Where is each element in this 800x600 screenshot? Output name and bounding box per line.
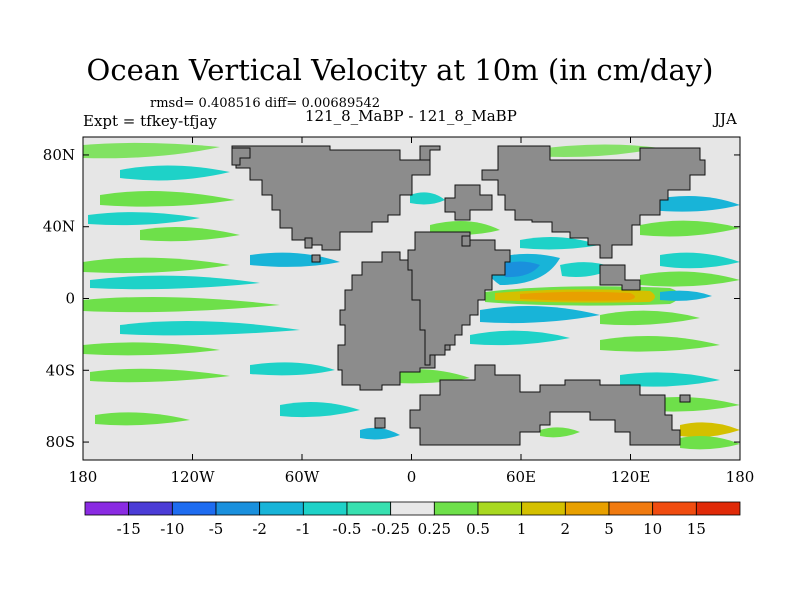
x-tick-label: 120E (611, 468, 651, 486)
colorbar-label: -15 (117, 520, 141, 538)
colorbar-label: 5 (604, 520, 614, 538)
colorbar-label: -5 (209, 520, 224, 538)
y-axis: 80N 40N 0 40S 80S (43, 146, 740, 451)
colorbar-swatch (477, 501, 523, 516)
colorbar-swatch (215, 501, 261, 516)
land-australia (409, 364, 681, 446)
difference-label: 121_8_MaBP - 121_8_MaBP (305, 107, 517, 125)
colorbar-swatch (390, 501, 435, 516)
colorbar-label: 10 (643, 520, 662, 538)
x-tick-label: 60E (506, 468, 536, 486)
colorbar-label: 15 (687, 520, 706, 538)
land-eurasia (481, 145, 706, 259)
colorbar-swatch (84, 501, 130, 516)
colorbar-swatch (259, 501, 304, 516)
colorbar-swatch (608, 501, 654, 516)
colorbar-swatch (695, 501, 741, 516)
y-tick-label: 80S (46, 433, 75, 451)
land-greenland (419, 145, 441, 161)
x-tick-label: 60W (285, 468, 320, 486)
land-africa (407, 231, 511, 366)
colorbar-label: -10 (160, 520, 184, 538)
colorbar-swatch (346, 501, 392, 516)
colorbar-label: -0.25 (371, 520, 409, 538)
colorbar-swatch (564, 501, 610, 516)
stats-line: rmsd= 0.408516 diff= 0.00689542 (150, 96, 381, 111)
anomaly-patches (83, 142, 740, 450)
colorbar-swatch (128, 501, 173, 516)
experiment-label: Expt = tfkey-tfjay (83, 112, 217, 130)
colorbar-label: -1 (296, 520, 311, 538)
colorbar-swatch (433, 501, 479, 516)
colorbar-label: 0.5 (466, 520, 490, 538)
x-tick-label: 0 (407, 468, 417, 486)
colorbar-swatch (521, 501, 566, 516)
colorbar-label: 1 (517, 520, 527, 538)
land-alaska (231, 147, 251, 166)
colorbar: -15 -10 -5 -2 -1 -0.5 -0.25 0.25 0.5 1 2 5 10 15 (84, 501, 741, 538)
x-axis: 180 120W 60W 0 60E 120E 180 (69, 137, 755, 486)
land-masses (231, 145, 706, 446)
y-tick-label: 80N (43, 146, 75, 164)
colorbar-label: -0.5 (333, 520, 362, 538)
x-tick-label: 180 (69, 468, 98, 486)
colorbar-swatch (652, 501, 697, 516)
y-tick-label: 40S (46, 361, 75, 379)
colorbar-label: -2 (252, 520, 267, 538)
y-tick-label: 40N (43, 218, 75, 236)
x-tick-label: 120W (170, 468, 215, 486)
colorbar-swatch (171, 501, 217, 516)
land-islands (304, 235, 691, 429)
land-southeast-asia (599, 264, 641, 291)
map-field (83, 137, 740, 460)
colorbar-swatch (302, 501, 348, 516)
x-tick-label: 180 (726, 468, 755, 486)
chart-title: Ocean Vertical Velocity at 10m (in cm/da… (86, 53, 714, 87)
season-label: JJA (714, 110, 737, 128)
land-europe (444, 184, 493, 221)
colorbar-label: 0.25 (418, 520, 451, 538)
colorbar-label: 2 (561, 520, 571, 538)
land-north-america (231, 145, 431, 251)
y-tick-label: 0 (65, 290, 75, 308)
